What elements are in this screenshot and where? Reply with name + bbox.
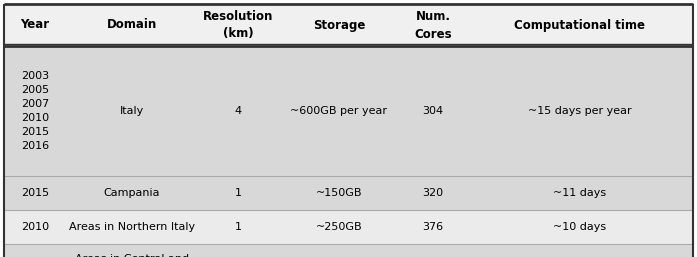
Bar	[278, 46, 400, 176]
Text: Computational time: Computational time	[514, 19, 645, 32]
Bar	[66, 210, 198, 244]
Text: 376: 376	[422, 222, 443, 232]
Bar	[4, 210, 66, 244]
Bar	[4, 4, 66, 46]
Bar	[4, 176, 66, 210]
Bar	[400, 210, 466, 244]
Text: ~15 days per year: ~15 days per year	[528, 106, 631, 116]
Bar	[198, 46, 278, 176]
Bar	[278, 176, 400, 210]
Text: Italy: Italy	[120, 106, 144, 116]
Text: 2003
2005
2007
2010
2015
2016: 2003 2005 2007 2010 2015 2016	[21, 71, 49, 151]
Text: 320: 320	[422, 188, 443, 198]
Text: 1: 1	[234, 188, 241, 198]
Text: ~10 days: ~10 days	[553, 222, 606, 232]
Text: Resolution
(km): Resolution (km)	[203, 10, 273, 41]
Text: Storage: Storage	[313, 19, 365, 32]
Bar	[198, 4, 278, 46]
Bar	[400, 46, 466, 176]
Text: Domain: Domain	[107, 19, 157, 32]
Bar	[4, 46, 66, 176]
Bar	[400, 244, 466, 257]
Bar	[198, 210, 278, 244]
Text: ~11 days: ~11 days	[553, 188, 606, 198]
Text: ~250GB: ~250GB	[316, 222, 362, 232]
Text: Num.
Cores: Num. Cores	[414, 10, 452, 41]
Text: 2010: 2010	[21, 222, 49, 232]
Bar	[278, 244, 400, 257]
Bar	[466, 4, 693, 46]
Bar	[400, 4, 466, 46]
Text: 2015: 2015	[21, 188, 49, 198]
Bar	[278, 4, 400, 46]
Bar	[400, 176, 466, 210]
Text: 304: 304	[422, 106, 443, 116]
Text: ~600GB per year: ~600GB per year	[291, 106, 388, 116]
Text: Areas in Northern Italy: Areas in Northern Italy	[69, 222, 195, 232]
Bar	[466, 244, 693, 257]
Text: Year: Year	[20, 19, 49, 32]
Bar	[198, 244, 278, 257]
Bar	[466, 210, 693, 244]
Text: 1: 1	[234, 222, 241, 232]
Bar	[466, 46, 693, 176]
Bar	[66, 176, 198, 210]
Text: Campania: Campania	[104, 188, 160, 198]
Bar	[4, 244, 66, 257]
Bar	[66, 4, 198, 46]
Bar	[66, 244, 198, 257]
Text: Areas in Central and
Southern Italy: Areas in Central and Southern Italy	[75, 253, 189, 257]
Bar	[66, 46, 198, 176]
Bar	[466, 176, 693, 210]
Text: 4: 4	[234, 106, 242, 116]
Bar	[198, 176, 278, 210]
Text: ~150GB: ~150GB	[316, 188, 362, 198]
Bar	[278, 210, 400, 244]
